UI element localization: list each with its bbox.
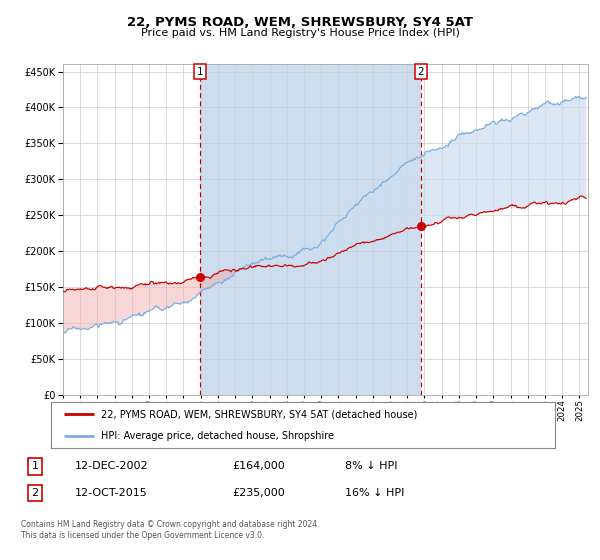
- Text: 1: 1: [31, 461, 38, 472]
- Text: Contains HM Land Registry data © Crown copyright and database right 2024.
This d: Contains HM Land Registry data © Crown c…: [21, 520, 320, 540]
- Text: 2: 2: [418, 67, 424, 77]
- Text: 12-OCT-2015: 12-OCT-2015: [74, 488, 147, 498]
- Text: 12-DEC-2002: 12-DEC-2002: [74, 461, 148, 472]
- Text: £164,000: £164,000: [232, 461, 285, 472]
- Text: 22, PYMS ROAD, WEM, SHREWSBURY, SY4 5AT (detached house): 22, PYMS ROAD, WEM, SHREWSBURY, SY4 5AT …: [101, 409, 418, 419]
- Text: Price paid vs. HM Land Registry's House Price Index (HPI): Price paid vs. HM Land Registry's House …: [140, 28, 460, 38]
- Text: 16% ↓ HPI: 16% ↓ HPI: [345, 488, 404, 498]
- Bar: [200, 64, 421, 395]
- Text: 8% ↓ HPI: 8% ↓ HPI: [345, 461, 398, 472]
- Text: 22, PYMS ROAD, WEM, SHREWSBURY, SY4 5AT: 22, PYMS ROAD, WEM, SHREWSBURY, SY4 5AT: [127, 16, 473, 29]
- Text: £235,000: £235,000: [232, 488, 285, 498]
- Text: 1: 1: [197, 67, 203, 77]
- Text: HPI: Average price, detached house, Shropshire: HPI: Average price, detached house, Shro…: [101, 431, 334, 441]
- Text: 2: 2: [31, 488, 38, 498]
